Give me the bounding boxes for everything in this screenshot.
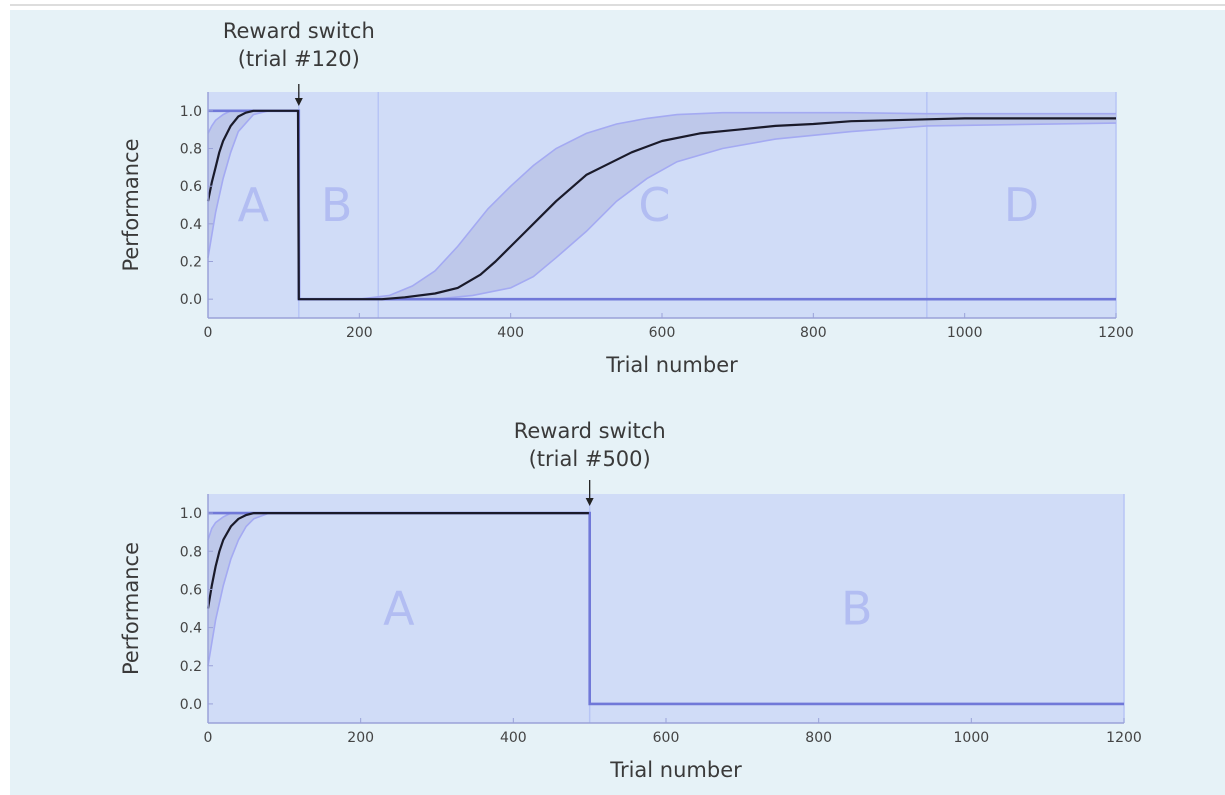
- x-tick-label: 1200: [1098, 325, 1134, 341]
- mean-line: [206, 109, 1116, 301]
- x-axis-label: Trial number: [609, 758, 742, 782]
- y-tick-label: 0.0: [180, 697, 202, 713]
- chart-1: A B C D 0 200 400 600 800 1000 1200 0.0 0.2 0.4 0.6 0.8…: [119, 19, 1134, 377]
- y-tick-label: 0.8: [180, 544, 202, 560]
- x-tick-label: 0: [204, 730, 213, 746]
- y-axis-label: Performance: [119, 542, 143, 675]
- mean-line: [206, 512, 589, 609]
- x-tick-label: 1000: [954, 730, 990, 746]
- y-tick-label: 1.0: [180, 104, 202, 120]
- phase-label-c: C: [638, 178, 670, 232]
- y-tick-label: 0.6: [180, 179, 202, 195]
- x-tick-label: 200: [346, 325, 373, 341]
- annotation-arrow-head: [585, 498, 594, 506]
- x-tick-label: 800: [805, 730, 832, 746]
- y-tick-label: 0.4: [180, 217, 202, 233]
- x-tick-label: 600: [653, 730, 680, 746]
- annotation-text: (trial #120): [238, 47, 360, 71]
- x-tick-label: 0: [204, 325, 213, 341]
- y-tick-label: 0.4: [180, 621, 202, 637]
- x-tick-label: 400: [500, 730, 527, 746]
- y-tick-label: 0.2: [180, 255, 202, 271]
- phase-label-d: D: [1004, 178, 1039, 232]
- y-tick-label: 0.2: [180, 659, 202, 675]
- annotation-text: (trial #500): [529, 447, 651, 471]
- phase-label-b: B: [321, 178, 353, 232]
- band-lower-line: [207, 110, 1117, 300]
- y-tick-label: 0.6: [180, 582, 202, 598]
- x-tick-label: 200: [347, 730, 374, 746]
- x-tick-label: 400: [497, 325, 524, 341]
- plot-area: [208, 494, 1124, 723]
- x-tick-label: 1200: [1106, 730, 1142, 746]
- x-tick-label: 1000: [947, 325, 983, 341]
- x-axis-label: Trial number: [605, 353, 738, 377]
- chart-2: A B 0 200 400 600 800 1000 1200 0.0 0.2 0.4 0.6 0.8 1.…: [119, 419, 1142, 782]
- annotation-text: Reward switch: [223, 19, 375, 43]
- phase-label-a: A: [383, 582, 415, 636]
- x-tick-label: 600: [649, 325, 676, 341]
- x-tick-label: 800: [800, 325, 827, 341]
- y-tick-label: 0.8: [180, 142, 202, 158]
- y-tick-label: 0.0: [180, 292, 202, 308]
- phase-label-b: B: [841, 582, 873, 636]
- charts: A B C D0 200 400 600 800 1000 12000.00.20.40.60.8…: [119, 19, 1142, 782]
- y-axis-label: Performance: [119, 138, 143, 271]
- phase-label-a: A: [238, 178, 270, 232]
- confidence-band: [208, 110, 1116, 300]
- annotation-text: Reward switch: [514, 419, 666, 443]
- y-tick-label: 1.0: [180, 506, 202, 522]
- annotation-arrow-head: [294, 98, 303, 106]
